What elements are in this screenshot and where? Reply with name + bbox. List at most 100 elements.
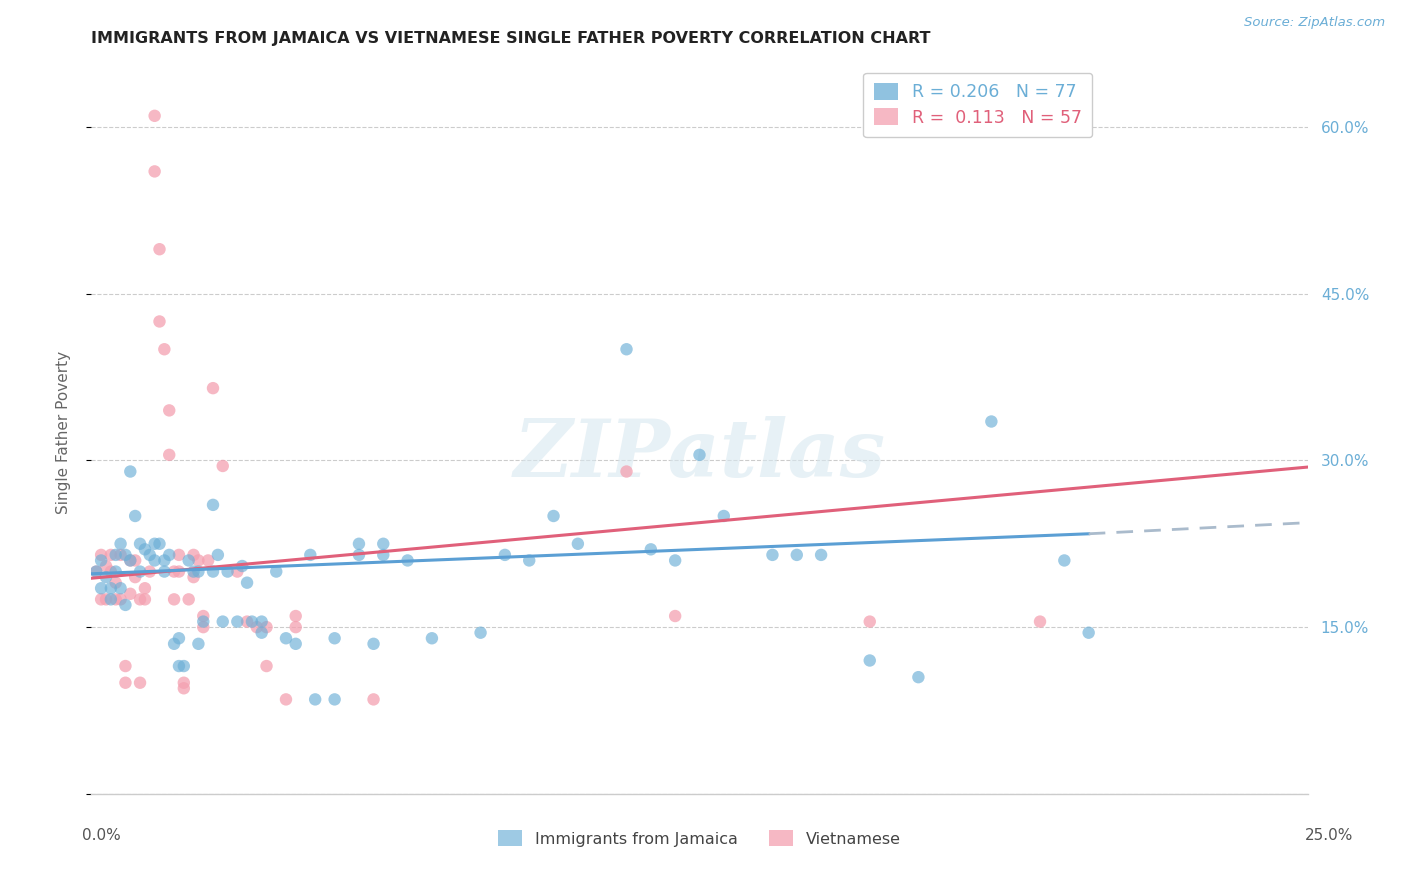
- Point: [1077, 625, 1099, 640]
- Point: [139, 565, 162, 579]
- Point: [211, 458, 233, 473]
- Point: [143, 553, 166, 567]
- Point: [236, 575, 259, 590]
- Point: [143, 164, 166, 178]
- Point: [94, 559, 117, 574]
- Point: [231, 559, 253, 574]
- Point: [167, 659, 190, 673]
- Text: Source: ZipAtlas.com: Source: ZipAtlas.com: [1244, 16, 1385, 29]
- Point: [114, 675, 136, 690]
- Point: [187, 637, 209, 651]
- Point: [120, 553, 142, 567]
- Point: [183, 548, 205, 562]
- Point: [104, 592, 127, 607]
- Point: [1053, 553, 1076, 567]
- Point: [284, 637, 307, 651]
- Point: [114, 598, 136, 612]
- Point: [810, 548, 832, 562]
- Point: [264, 565, 287, 579]
- Point: [363, 692, 385, 706]
- Point: [284, 620, 307, 634]
- Point: [250, 615, 273, 629]
- Point: [134, 581, 156, 595]
- Point: [139, 548, 162, 562]
- Point: [363, 637, 385, 651]
- Point: [100, 592, 122, 607]
- Point: [211, 615, 233, 629]
- Point: [567, 537, 589, 551]
- Point: [217, 565, 239, 579]
- Point: [786, 548, 808, 562]
- Point: [226, 565, 249, 579]
- Text: IMMIGRANTS FROM JAMAICA VS VIETNAMESE SINGLE FATHER POVERTY CORRELATION CHART: IMMIGRANTS FROM JAMAICA VS VIETNAMESE SI…: [91, 31, 931, 46]
- Point: [134, 592, 156, 607]
- Text: 0.0%: 0.0%: [82, 828, 121, 843]
- Text: ZIPatlas: ZIPatlas: [513, 416, 886, 493]
- Point: [713, 508, 735, 523]
- Point: [100, 565, 122, 579]
- Point: [183, 570, 205, 584]
- Point: [980, 415, 1002, 429]
- Point: [304, 692, 326, 706]
- Point: [664, 609, 686, 624]
- Point: [90, 548, 112, 562]
- Point: [110, 592, 132, 607]
- Point: [167, 565, 190, 579]
- Point: [114, 659, 136, 673]
- Point: [183, 565, 205, 579]
- Point: [470, 625, 492, 640]
- Point: [256, 620, 278, 634]
- Point: [148, 537, 170, 551]
- Point: [157, 403, 180, 417]
- Point: [100, 581, 122, 595]
- Point: [120, 465, 142, 479]
- Point: [616, 465, 638, 479]
- Point: [153, 553, 176, 567]
- Point: [207, 548, 229, 562]
- Point: [90, 553, 112, 567]
- Point: [859, 653, 882, 667]
- Point: [517, 553, 540, 567]
- Point: [640, 542, 662, 557]
- Point: [197, 553, 219, 567]
- Point: [256, 659, 278, 673]
- Point: [94, 592, 117, 607]
- Point: [761, 548, 783, 562]
- Point: [236, 615, 259, 629]
- Y-axis label: Single Father Poverty: Single Father Poverty: [56, 351, 70, 514]
- Point: [157, 548, 180, 562]
- Point: [688, 448, 710, 462]
- Point: [323, 692, 346, 706]
- Point: [124, 553, 146, 567]
- Point: [616, 343, 638, 357]
- Point: [373, 537, 395, 551]
- Point: [347, 537, 370, 551]
- Point: [124, 508, 146, 523]
- Point: [148, 314, 170, 328]
- Point: [177, 553, 200, 567]
- Point: [120, 553, 142, 567]
- Point: [143, 537, 166, 551]
- Point: [129, 565, 152, 579]
- Point: [84, 565, 107, 579]
- Point: [543, 508, 565, 523]
- Point: [193, 609, 215, 624]
- Point: [202, 498, 225, 512]
- Point: [396, 553, 419, 567]
- Point: [110, 537, 132, 551]
- Point: [173, 675, 195, 690]
- Point: [420, 632, 443, 646]
- Point: [104, 575, 127, 590]
- Point: [193, 615, 215, 629]
- Point: [177, 592, 200, 607]
- Point: [153, 565, 176, 579]
- Point: [274, 632, 297, 646]
- Point: [110, 581, 132, 595]
- Point: [129, 592, 152, 607]
- Point: [323, 632, 346, 646]
- Point: [373, 548, 395, 562]
- Point: [664, 553, 686, 567]
- Point: [157, 448, 180, 462]
- Point: [202, 565, 225, 579]
- Point: [84, 565, 107, 579]
